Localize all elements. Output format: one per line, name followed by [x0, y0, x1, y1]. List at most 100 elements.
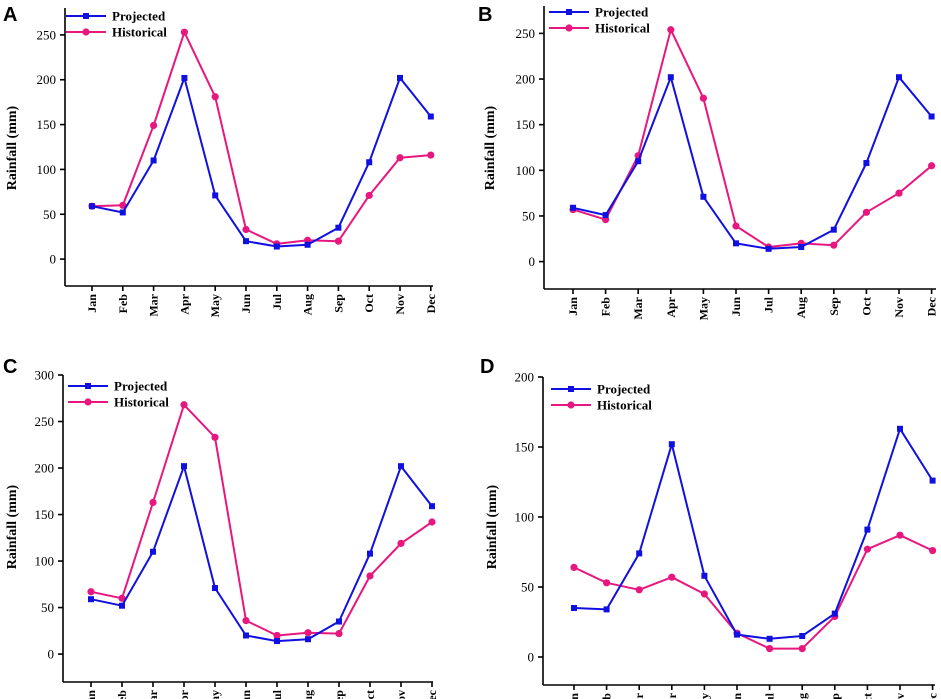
- data-point-historical: [830, 241, 838, 249]
- data-point-projected: [897, 425, 903, 432]
- data-point-projected: [150, 548, 156, 555]
- x-tick-label: Jul: [763, 692, 777, 699]
- data-point-historical: [862, 208, 870, 216]
- data-point-historical: [396, 154, 404, 162]
- series-line-projected: [90, 465, 433, 643]
- legend-marker-historical: [84, 398, 92, 406]
- data-point-projected: [212, 192, 219, 199]
- x-tick-label: May: [208, 690, 222, 699]
- x-tick-label: Jan: [84, 690, 98, 699]
- data-point-historical: [366, 572, 374, 580]
- x-tick-label: Jan: [567, 693, 581, 699]
- y-tick-label: 0: [528, 650, 535, 665]
- data-point-projected: [243, 238, 249, 245]
- y-tick-label: 150: [516, 117, 536, 132]
- y-tick-label: 100: [516, 163, 536, 178]
- data-point-projected: [181, 74, 188, 81]
- series-line-historical: [91, 31, 431, 245]
- x-tick-label: Feb: [115, 690, 129, 699]
- data-point-projected: [602, 212, 609, 219]
- x-tick-label: Sep: [332, 690, 346, 699]
- legend-label-projected: Projected: [112, 9, 166, 24]
- data-point-historical: [667, 26, 675, 34]
- panel-letter-c: C: [3, 356, 17, 378]
- y-axis-title: Rainfall (mm): [5, 484, 20, 569]
- x-tick-label: Apr: [664, 296, 678, 317]
- legend-marker-projected: [566, 9, 572, 15]
- y-tick-label: 0: [48, 647, 55, 662]
- data-point-projected: [929, 477, 936, 484]
- x-tick-label: Jun: [239, 690, 253, 699]
- data-point-projected: [305, 636, 311, 643]
- x-tick-label: Jun: [239, 294, 253, 314]
- y-axis-title: Rainfall (mm): [483, 105, 498, 190]
- legend-label-projected: Projected: [114, 379, 168, 394]
- y-tick-label: 50: [522, 208, 535, 223]
- data-point-projected: [635, 158, 642, 165]
- data-point-historical: [732, 222, 740, 230]
- x-tick-label: Jun: [729, 297, 743, 317]
- data-point-historical: [668, 573, 676, 581]
- data-point-projected: [831, 610, 838, 617]
- panel-letter-d: D: [480, 356, 494, 378]
- data-point-historical: [929, 547, 937, 555]
- data-point-historical: [365, 191, 373, 200]
- data-point-historical: [798, 645, 806, 653]
- y-tick-label: 250: [516, 26, 536, 41]
- legend-label-projected: Projected: [597, 382, 651, 397]
- data-point-historical: [150, 121, 158, 130]
- legend-marker-projected: [568, 386, 574, 392]
- x-tick-label: Aug: [301, 690, 315, 699]
- x-tick-label: Aug: [795, 693, 809, 699]
- x-tick-label: Jul: [270, 293, 284, 310]
- data-point-historical: [180, 401, 188, 409]
- x-tick-label: Jan: [85, 294, 99, 313]
- data-point-projected: [571, 605, 577, 611]
- series-line-historical: [573, 534, 934, 650]
- data-point-projected: [734, 631, 740, 638]
- chart-panel-c: C 0 50 100 150 200 250 300 Jan Feb Mar Apr May Jun Jul…: [0, 350, 470, 699]
- data-point-historical: [273, 631, 281, 640]
- data-point-projected: [864, 526, 871, 533]
- legend-marker-historical: [565, 24, 573, 32]
- data-point-projected: [700, 193, 707, 200]
- legend-label-historical: Historical: [114, 395, 169, 410]
- x-tick-label: Dec: [424, 293, 438, 313]
- data-point-projected: [119, 602, 125, 609]
- y-tick-label: 0: [529, 254, 536, 269]
- data-point-projected: [397, 74, 403, 81]
- data-point-projected: [896, 74, 902, 81]
- x-tick-label: May: [697, 693, 711, 699]
- data-point-projected: [212, 585, 218, 592]
- x-tick-label: Apr: [665, 692, 679, 699]
- data-point-projected: [367, 550, 373, 557]
- y-tick-label: 300: [35, 368, 55, 383]
- y-tick-label: 150: [37, 117, 57, 132]
- data-point-historical: [149, 498, 157, 507]
- legend-label-historical: Historical: [112, 25, 167, 40]
- data-point-projected: [89, 203, 95, 210]
- data-point-historical: [242, 617, 250, 625]
- x-tick-label: Dec: [425, 689, 439, 699]
- x-tick-label: Apr: [177, 293, 191, 314]
- data-point-projected: [119, 209, 126, 216]
- data-point-historical: [895, 189, 903, 197]
- data-point-historical: [428, 518, 436, 526]
- data-point-projected: [335, 224, 342, 231]
- y-tick-label: 50: [521, 580, 534, 595]
- data-point-projected: [366, 159, 373, 166]
- x-tick-label: Nov: [893, 693, 907, 699]
- data-point-projected: [928, 113, 935, 120]
- legend-marker-historical: [567, 401, 575, 409]
- data-point-projected: [765, 245, 772, 252]
- data-point-historical: [118, 594, 126, 602]
- data-point-projected: [273, 243, 280, 250]
- panel-letter-b: B: [478, 4, 492, 26]
- chart-svg-c: C 0 50 100 150 200 250 300 Jan Feb Mar Apr May Jun Jul…: [3, 356, 439, 699]
- x-tick-label: May: [696, 297, 710, 320]
- data-point-historical: [211, 433, 219, 441]
- data-point-projected: [336, 618, 342, 625]
- y-tick-label: 250: [37, 27, 57, 42]
- x-tick-label: Jul: [762, 296, 776, 313]
- data-point-projected: [667, 74, 674, 81]
